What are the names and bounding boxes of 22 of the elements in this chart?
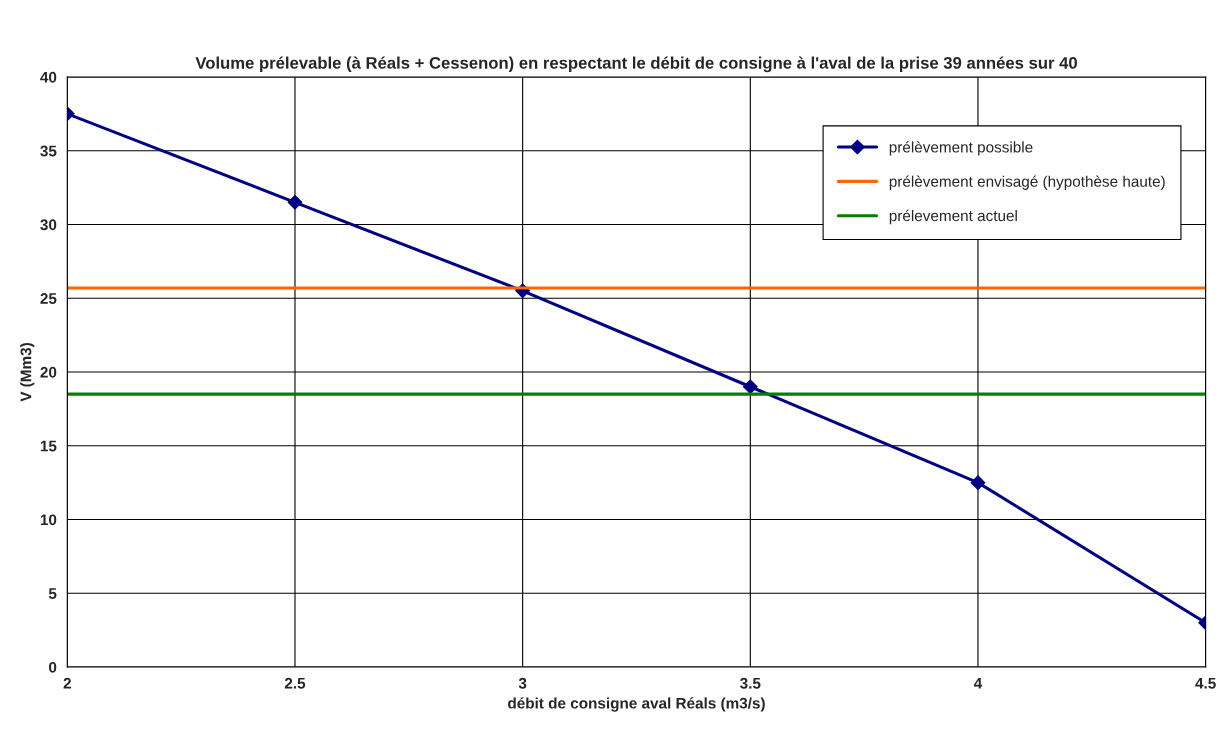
point: [742, 379, 758, 395]
y-tick-label: 10: [40, 514, 57, 526]
x-tick-label: 4.5: [1195, 678, 1216, 689]
y-axis-title: V (Mm3): [20, 343, 35, 402]
y-tick-label: 40: [40, 71, 57, 83]
chart-title: Volume prélevable (à Réals + Cessenon) en respectant le débit de consigne à l'aval de la prise 39 années sur 40: [195, 56, 1077, 73]
x-tick-label: 4: [973, 678, 983, 689]
x-tick-label: 2: [63, 677, 71, 689]
legend-label: prélevement actuel: [889, 209, 1017, 225]
x-tick-label: 2.5: [284, 677, 306, 689]
y-tick-label: 20: [40, 366, 57, 378]
y-tick-label: 15: [40, 440, 57, 452]
y-tick-label: 35: [40, 145, 57, 157]
y-tick-label: 25: [40, 293, 57, 304]
legend-label: prélèvement possible: [889, 141, 1033, 156]
y-tick-label: 0: [49, 661, 57, 673]
y-tick-label: 5: [48, 588, 57, 599]
legend-label: prélèvement envisagé (hypothèse haute): [889, 175, 1165, 190]
x-tick-label: 3: [518, 677, 527, 689]
y-tick-label: 30: [40, 219, 57, 231]
x-axis-title: débit de consigne aval Réals (m3/s): [508, 697, 765, 712]
x-tick-label: 3.5: [740, 677, 761, 689]
